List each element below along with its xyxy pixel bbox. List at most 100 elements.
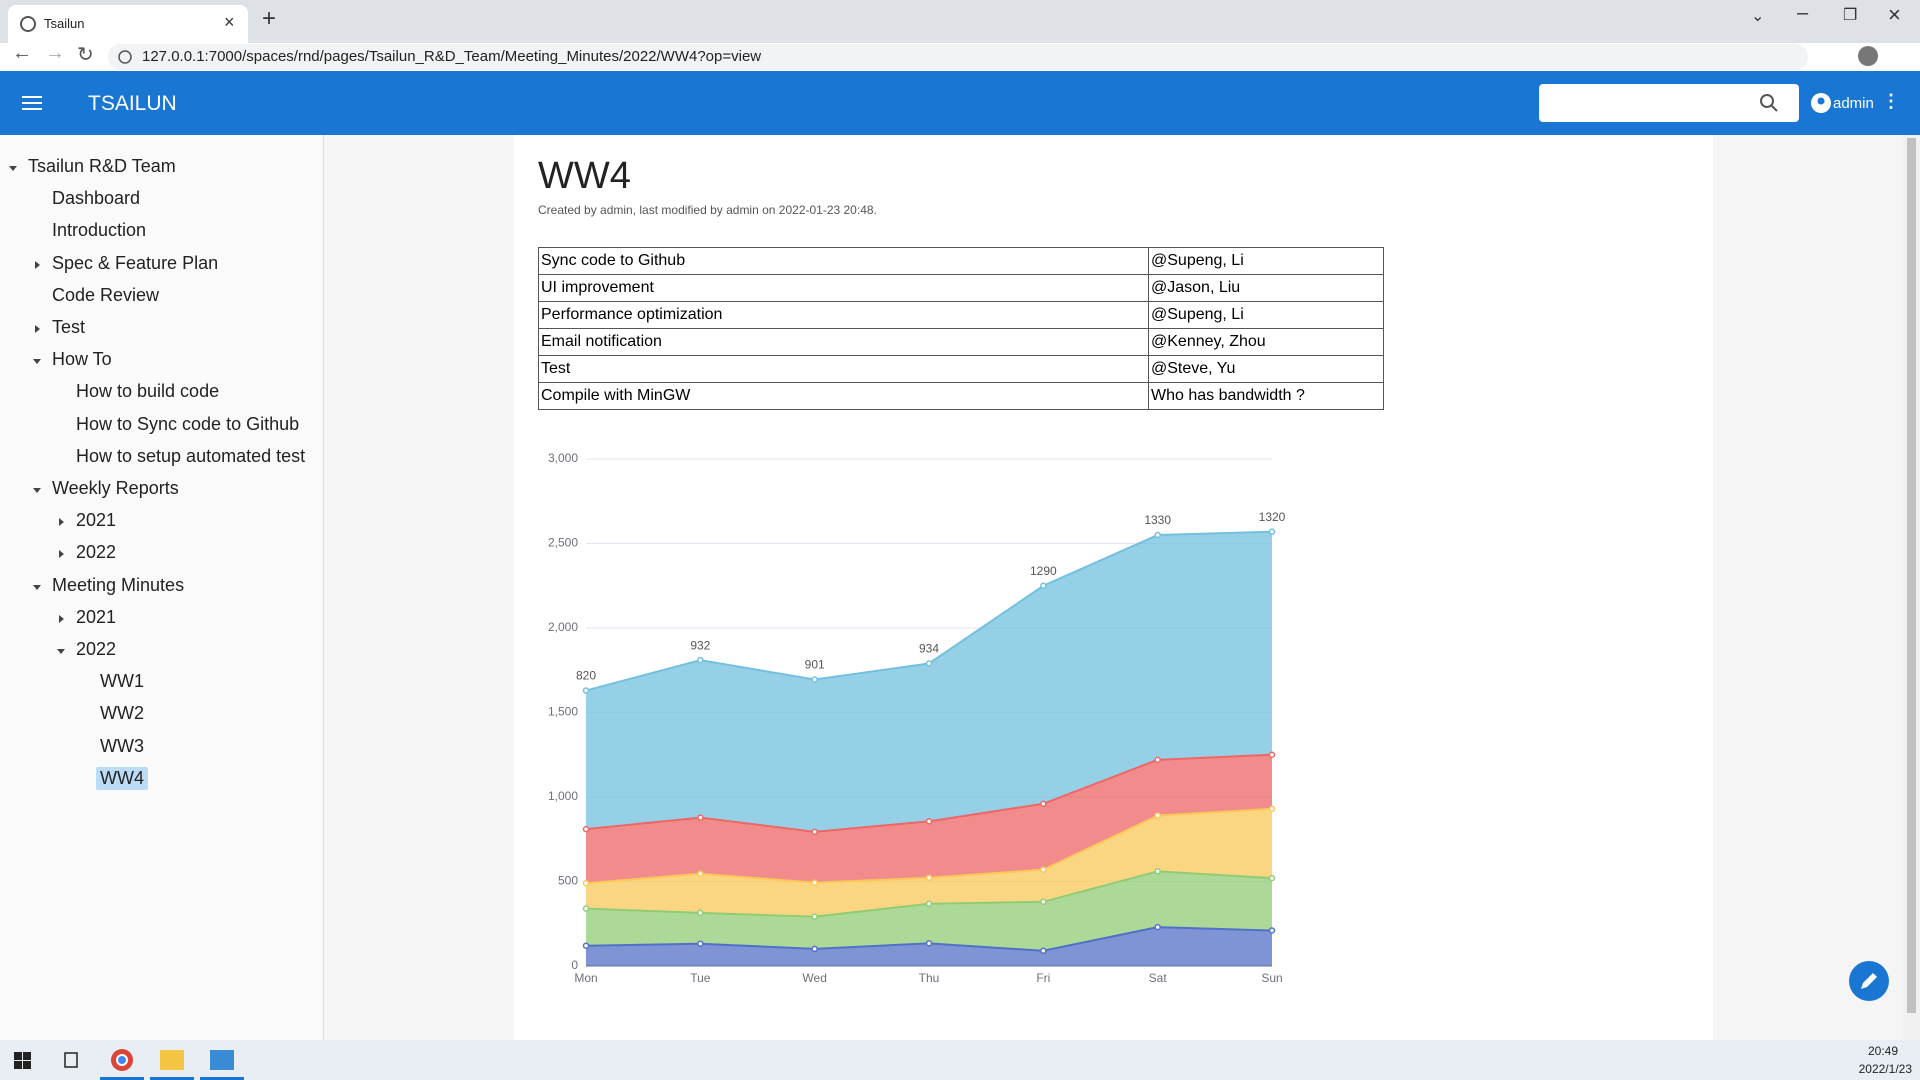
tree-item[interactable]: 2022	[76, 542, 117, 563]
app-bar: TSAILUN admin ⋮	[0, 71, 1920, 135]
tab-strip	[0, 0, 1920, 43]
y-tick-label: 1,500	[548, 705, 578, 719]
reload[interactable]: ↻	[77, 44, 94, 66]
data-point	[925, 874, 933, 882]
data-point	[1154, 756, 1161, 764]
x-tick-label: Sat	[1149, 971, 1168, 985]
active-indicator	[100, 1077, 144, 1080]
tree-item[interactable]: Meeting Minutes	[52, 574, 185, 595]
data-point	[582, 879, 590, 887]
toggle-arrow	[35, 325, 40, 333]
data-point	[697, 870, 704, 877]
table-row: Email notification @Kenney, Zhou	[538, 328, 1384, 356]
tree-toggle[interactable]	[32, 356, 42, 366]
data-point	[697, 656, 704, 664]
back[interactable]: ←	[12, 42, 32, 64]
tree-item[interactable]: Test	[52, 317, 86, 337]
toggle-arrow	[33, 359, 41, 365]
profile[interactable]	[1856, 44, 1880, 68]
y-tick-label: 500	[558, 874, 578, 888]
tree-toggle[interactable]	[56, 517, 66, 527]
tree-item[interactable]: Dashboard	[52, 188, 141, 209]
data-point	[582, 905, 590, 912]
tree-item[interactable]: How to build code	[76, 381, 220, 402]
table-cell: Compile with MinGW	[538, 382, 1149, 410]
task-view[interactable]	[62, 1052, 80, 1068]
data-point	[1040, 582, 1047, 589]
tree-item[interactable]: Introduction	[52, 220, 147, 241]
data-point	[1040, 947, 1047, 955]
tree-item[interactable]: How to setup automated test	[76, 445, 306, 466]
site-info[interactable]	[118, 50, 132, 64]
tree-toggle[interactable]	[32, 485, 42, 495]
restore[interactable]: ❐	[1843, 7, 1858, 24]
tree-toggle[interactable]	[56, 549, 66, 559]
area	[586, 871, 1272, 951]
tree-item[interactable]: Weekly Reports	[52, 478, 179, 498]
data-point	[1040, 800, 1047, 808]
tree-toggle[interactable]	[56, 646, 66, 656]
app-name[interactable]: TSAILUN	[88, 92, 177, 115]
active-indicator	[150, 1077, 194, 1080]
explorer-app[interactable]	[160, 1050, 184, 1070]
tree-item[interactable]: 2021	[76, 606, 117, 627]
tab-search[interactable]: ⌄	[1751, 8, 1765, 25]
toggle-arrow	[59, 550, 64, 559]
y-tick-label: 2,000	[548, 620, 578, 634]
area	[586, 754, 1272, 884]
data-point	[1154, 531, 1161, 539]
page-meta: Created by admin, last modified by admin…	[538, 203, 877, 217]
tab-icon	[20, 16, 36, 32]
tree-item[interactable]: WW3	[100, 735, 144, 756]
table-cell: @Supeng, Li	[1148, 247, 1384, 275]
forward[interactable]: →	[45, 42, 65, 64]
user-icon[interactable]	[1811, 93, 1831, 113]
data-label: 932	[690, 638, 710, 652]
tree-item[interactable]: Spec & Feature Plan	[52, 252, 219, 273]
tree-item[interactable]: WW1	[100, 671, 144, 692]
data-point	[582, 825, 590, 833]
x-tick-label: Tue	[690, 971, 711, 985]
data-point	[697, 814, 704, 821]
more-menu[interactable]: ⋮	[1882, 91, 1900, 111]
tree-item[interactable]: 2021	[76, 510, 117, 531]
tree-item[interactable]: Tsailun R&D Team	[28, 156, 176, 176]
toggle-arrow	[35, 260, 40, 269]
tree-toggle[interactable]	[8, 163, 18, 173]
terminal-app[interactable]	[210, 1050, 234, 1070]
tree-toggle[interactable]	[32, 324, 42, 334]
tree-toggle[interactable]	[32, 260, 42, 270]
tree-item[interactable]: WW4	[96, 766, 148, 790]
new-tab[interactable]: +	[262, 5, 277, 32]
address-field[interactable]: 127.0.0.1:7000/spaces/rnd/pages/Tsailun_…	[108, 44, 1808, 70]
data-label: 1290	[1030, 564, 1057, 578]
scroll-thumb[interactable]	[1907, 138, 1916, 1013]
search-icon[interactable]	[1759, 93, 1779, 113]
edit-button[interactable]	[1848, 960, 1890, 1002]
tree-item[interactable]: Code Review	[52, 284, 160, 305]
menu-button[interactable]	[22, 95, 42, 111]
user-name[interactable]: admin	[1833, 95, 1874, 112]
data-point	[1268, 528, 1276, 535]
tree-item[interactable]: How To	[52, 349, 112, 370]
table-cell: Sync code to Github	[538, 247, 1149, 275]
scrollbar[interactable]	[1903, 135, 1920, 1040]
tree-toggle[interactable]	[56, 614, 66, 624]
chrome-app[interactable]	[110, 1048, 134, 1072]
tab[interactable]: Tsailun ×	[8, 5, 248, 43]
data-point	[1154, 923, 1161, 931]
minimize[interactable]: –	[1797, 2, 1809, 24]
data-point	[811, 879, 818, 886]
table-cell: @Steve, Yu	[1148, 355, 1384, 383]
data-point	[811, 828, 818, 836]
search-box[interactable]	[1539, 84, 1799, 122]
tree-item[interactable]: 2022	[76, 639, 117, 659]
data-point	[1040, 898, 1047, 906]
start-button[interactable]	[14, 1052, 31, 1069]
tree-toggle[interactable]	[32, 582, 42, 592]
tree-item[interactable]: How to Sync code to Github	[76, 413, 300, 434]
close-window[interactable]: ×	[1888, 2, 1901, 27]
tab-close[interactable]: ×	[224, 12, 235, 32]
toggle-arrow	[33, 488, 41, 493]
tree-item[interactable]: WW2	[100, 703, 144, 724]
